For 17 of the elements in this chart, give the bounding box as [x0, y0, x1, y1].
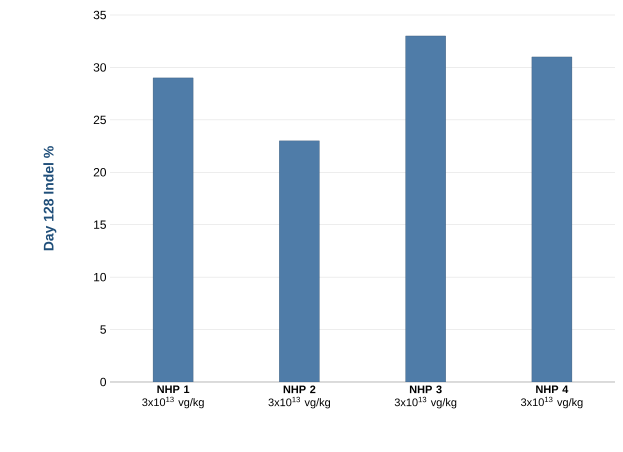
- bar: [152, 78, 194, 382]
- y-tick-label: 10: [94, 272, 106, 282]
- y-tick-label: 30: [94, 63, 106, 72]
- bar: [532, 56, 572, 382]
- bar: [279, 140, 320, 382]
- y-tick-label: 5: [100, 325, 106, 334]
- y-tick-label: 25: [94, 116, 106, 124]
- x-tick-label: NHP 3 3x10$^{13}$ vg/kg: [394, 386, 456, 408]
- y-tick-label: 0: [100, 378, 106, 386]
- x-tick-label: NHP 4 3x10$^{13}$ vg/kg: [520, 386, 582, 408]
- y-tick-label: 20: [94, 168, 106, 177]
- x-tick-label: NHP 1 3x10$^{13}$ vg/kg: [142, 386, 204, 408]
- y-tick-label: 35: [94, 10, 106, 20]
- y-tick-label: 15: [94, 220, 106, 229]
- bar: [405, 36, 446, 382]
- y-axis-title: Day 128 Indel %: [43, 146, 56, 250]
- x-tick-label: NHP 2 3x10$^{13}$ vg/kg: [268, 386, 330, 408]
